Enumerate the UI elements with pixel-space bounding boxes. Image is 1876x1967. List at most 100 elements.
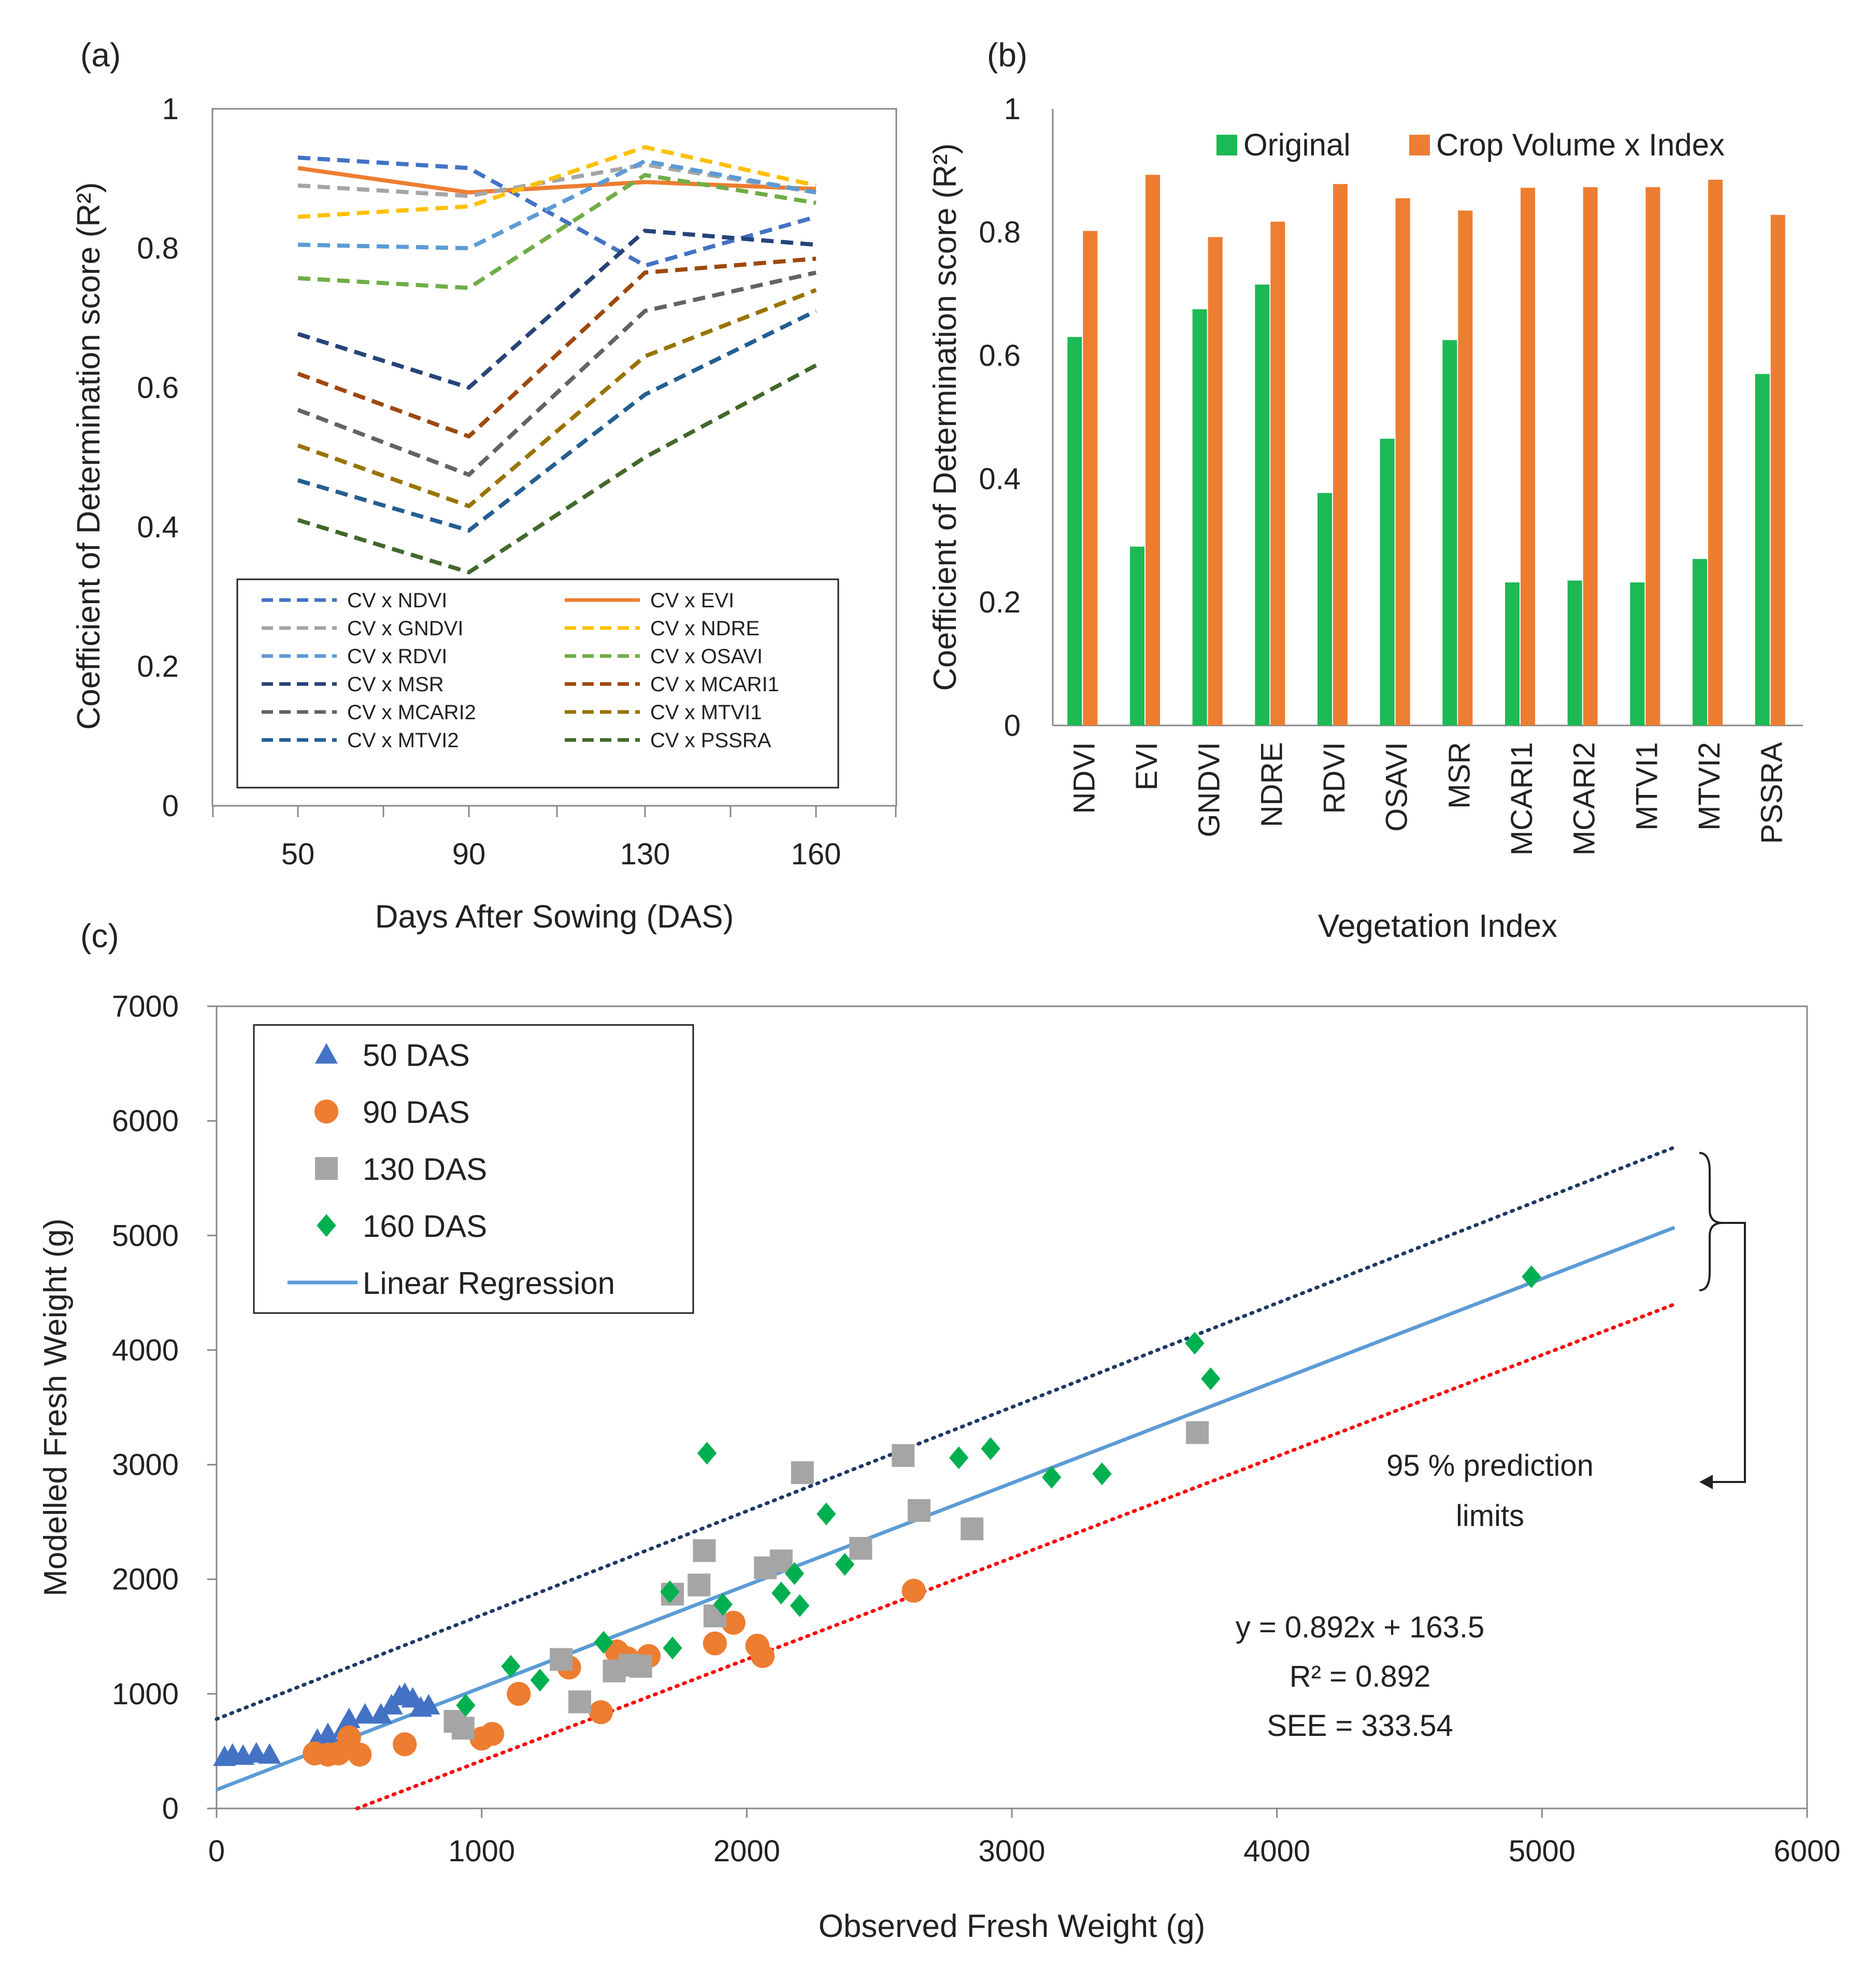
point-160-das [1201, 1367, 1221, 1390]
panel-a-y-tick-label: 0.4 [137, 510, 179, 544]
panel-b-y-axis-title: Coefficient of Determination score (R²) [927, 144, 963, 691]
panel-c-legend-label-regression: Linear Regression [363, 1266, 615, 1301]
point-160-das [456, 1693, 476, 1717]
panel-c-x-tick-label: 0 [208, 1834, 225, 1868]
panel-a-y-tick-label: 0.8 [137, 232, 179, 265]
point-130-das [451, 1717, 475, 1740]
prediction-limit-label-line1: 95 % prediction [1386, 1449, 1594, 1483]
point-130-das [550, 1648, 573, 1671]
point-50-das [353, 1703, 377, 1724]
panel-c-legend-marker-das130 [315, 1157, 338, 1180]
upper-prediction-limit-line [214, 1145, 1677, 1721]
panel-b-y-tick-label: 0 [1004, 709, 1021, 743]
point-50-das [417, 1693, 440, 1715]
prediction-limit-arrowhead [1699, 1475, 1713, 1489]
point-130-das [961, 1517, 984, 1541]
panel-b-x-tick-label: GNDVI [1193, 742, 1226, 837]
panel-b-bar-original [1755, 374, 1770, 725]
prediction-limit-label-line2: limits [1456, 1499, 1524, 1533]
panel-a-line-mcari1 [297, 256, 817, 439]
panel-b-y-ticks: 0 0.2 0.4 0.6 0.8 1 [979, 92, 1021, 743]
point-90-das [901, 1578, 926, 1603]
point-50-das [258, 1743, 281, 1764]
panel-b-x-ticks: NDVI EVI GNDVI NDRE RDVI OSAVI MSR MCARI1 MCARI2… [1067, 742, 1788, 856]
point-160-das [1042, 1465, 1062, 1489]
panel-a-legend-label-rdvi: CV x RDVI [347, 645, 447, 668]
panel-b-legend-label-original: Original [1243, 127, 1351, 162]
panel-a-line-msr [297, 229, 817, 390]
panel-c-legend-label-das160: 160 DAS [363, 1209, 487, 1244]
panel-c-legend-marker-das90 [314, 1099, 339, 1124]
panel-a-legend-label-mcari2: CV x MCARI2 [347, 701, 476, 724]
regression-see: SEE = 333.54 [1267, 1709, 1453, 1743]
panel-b-bar-original [1505, 582, 1520, 725]
panel-c-x-tick-label: 2000 [713, 1834, 780, 1868]
lower-prediction-limit-line [355, 1302, 1677, 1811]
panel-c-label: (c) [80, 917, 119, 954]
panel-b-bar-crop-volume [1208, 237, 1223, 725]
panel-b-legend-swatch-crop-volume [1409, 135, 1430, 155]
panel-b-bar-original [1130, 546, 1144, 725]
panel-a-y-axis-title: Coefficient of Determination score (R²) [71, 182, 107, 730]
point-160-das [663, 1636, 682, 1660]
panel-a-legend-label-mcari1: CV x MCARI1 [650, 673, 779, 696]
point-90-das [703, 1631, 727, 1656]
panel-b-bar-crop-volume [1270, 221, 1285, 725]
point-160-das [790, 1594, 810, 1617]
panel-a-legend-label-gndvi: CV x GNDVI [347, 617, 463, 640]
panel-b-x-tick-label: OSAVI [1380, 742, 1414, 832]
panel-b-bar-crop-volume [1395, 198, 1410, 725]
point-160-das [713, 1593, 733, 1616]
panel-b-y-tick-label: 0.8 [979, 216, 1021, 249]
panel-a-x-tick-label: 160 [791, 837, 841, 871]
panel-a-line-pssra [297, 363, 817, 575]
panel-b-y-tick-label: 0.2 [979, 586, 1021, 619]
panel-b-legend-label-crop-volume: Crop Volume x Index [1436, 127, 1725, 162]
panel-a-y-ticks: 0 0.2 0.4 0.6 0.8 1 [137, 92, 179, 823]
panel-c-x-tick-label: 6000 [1773, 1834, 1840, 1868]
point-130-das [688, 1573, 711, 1597]
point-160-das [530, 1669, 550, 1692]
panel-a-label: (a) [80, 36, 121, 74]
panel-a-legend-label-pssra: CV x PSSRA [650, 729, 771, 752]
panel-b-legend-swatch-original [1216, 135, 1237, 155]
panel-b-legend: Original Crop Volume x Index [1216, 127, 1725, 162]
panel-a-x-ticks: 50 90 130 160 [212, 806, 897, 871]
panel-c-legend-label-das130: 130 DAS [363, 1152, 487, 1187]
point-50-das [316, 1722, 339, 1743]
point-90-das [348, 1742, 372, 1767]
point-160-das [817, 1502, 836, 1526]
panel-a-x-tick-label: 130 [620, 837, 670, 871]
point-90-das [393, 1732, 417, 1757]
panel-a-legend-label-mtvi2: CV x MTVI2 [347, 729, 459, 752]
panel-b-x-tick-label: MSR [1442, 742, 1476, 809]
panel-a-line-mtvi1 [297, 288, 817, 509]
panel-c-x-axis-title: Observed Fresh Weight (g) [819, 1908, 1206, 1944]
panel-a-plot-area [211, 108, 897, 807]
panel-b-bar-original [1255, 284, 1270, 725]
point-130-das [849, 1537, 872, 1560]
point-160-das [1185, 1332, 1205, 1355]
panel-c-x-tick-label: 4000 [1243, 1834, 1310, 1868]
panel-c-x-tick-label: 3000 [978, 1834, 1045, 1868]
panel-b-bars [1067, 175, 1785, 726]
panel-c-points [213, 1265, 1541, 1767]
panel-a-legend-label-osavi: CV x OSAVI [650, 645, 763, 668]
point-90-das [507, 1681, 531, 1706]
panel-b-bar-crop-volume [1521, 188, 1535, 725]
panel-a-line-rdvi [297, 159, 817, 251]
panel-a-series-lines [297, 145, 817, 575]
panel-a-line-mtvi2 [297, 309, 817, 533]
panel-c-scatter-chart: (c) 0 1000 2000 3000 4000 5000 6000 7000 0 1000 2… [38, 917, 1841, 1944]
panel-b-bar-original [1442, 340, 1457, 725]
panel-c-x-tick-label: 5000 [1509, 1834, 1576, 1868]
panel-b-label: (b) [987, 36, 1027, 74]
panel-b-x-tick-label: PSSRA [1755, 742, 1789, 844]
panel-b-bar-original [1192, 309, 1207, 725]
point-130-das [907, 1499, 930, 1522]
panel-b-y-tick-label: 0.4 [979, 462, 1021, 496]
panel-b-bar-original [1380, 438, 1395, 725]
point-130-das [693, 1539, 716, 1562]
panel-b-x-tick-label: RDVI [1318, 742, 1351, 814]
panel-c-y-tick-label: 6000 [112, 1104, 179, 1138]
